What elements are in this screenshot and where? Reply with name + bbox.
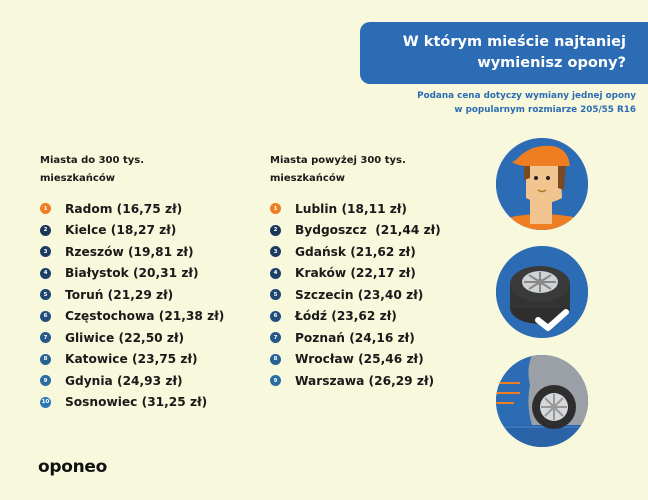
list-item: 9 Warszawa (26,29 zł) xyxy=(270,370,441,392)
city-price-label: Warszawa (26,29 zł) xyxy=(295,373,435,388)
city-price-label: Gdynia (24,93 zł) xyxy=(65,373,183,388)
list-item: 10 Sosnowiec (31,25 zł) xyxy=(40,392,224,414)
city-price-label: Radom (16,75 zł) xyxy=(65,201,183,216)
oponeo-logo: oponeo xyxy=(38,457,108,477)
rank-badge: 7 xyxy=(270,332,281,344)
city-price-label: Bydgoszcz (21,44 zł) xyxy=(295,223,441,238)
small-cities-list: 1 Radom (16,75 zł) 2 Kielce (18,27 zł) 3 Rzes… xyxy=(40,198,224,413)
list-item: 2 Kielce (18,27 zł) xyxy=(40,220,224,242)
title-line-1: W którym mieście najtaniej xyxy=(402,34,626,50)
rank-badge: 9 xyxy=(270,375,281,387)
list-item: 4 Białystok (20,31 zł) xyxy=(40,263,224,285)
city-price-label: Rzeszów (19,81 zł) xyxy=(65,244,194,259)
city-price-label: Kielce (18,27 zł) xyxy=(65,223,177,238)
rank-badge: 8 xyxy=(40,353,51,365)
city-price-label: Łódź (23,62 zł) xyxy=(295,309,397,324)
subtitle-line-1: Podana cena dotyczy wymiany jednej opony xyxy=(417,91,636,101)
small-cities-heading: Miasta do 300 tys. mieszkańców xyxy=(40,155,145,184)
rank-badge: 3 xyxy=(40,246,51,258)
city-price-label: Poznań (24,16 zł) xyxy=(295,330,415,345)
city-price-label: Lublin (18,11 zł) xyxy=(295,201,407,216)
city-price-label: Szczecin (23,40 zł) xyxy=(295,287,424,302)
list-item: 9 Gdynia (24,93 zł) xyxy=(40,370,224,392)
list-item: 3 Rzeszów (19,81 zł) xyxy=(40,241,224,263)
city-price-label: Gliwice (22,50 zł) xyxy=(65,330,185,345)
rank-badge: 7 xyxy=(40,332,51,344)
rank-badge: 1 xyxy=(40,203,51,215)
rank-badge: 8 xyxy=(270,353,281,365)
list-item: 6 Łódź (23,62 zł) xyxy=(270,306,441,328)
rank-badge: 9 xyxy=(40,375,51,387)
list-item: 7 Poznań (24,16 zł) xyxy=(270,327,441,349)
rank-badge: 5 xyxy=(40,289,51,301)
rank-badge: 6 xyxy=(40,310,51,322)
list-item: 1 Lublin (18,11 zł) xyxy=(270,198,441,220)
subtitle-line-2: w popularnym rozmiarze 205/55 R16 xyxy=(454,104,636,115)
subtitle: Podana cena dotyczy wymiany jednej opony… xyxy=(417,90,636,117)
list-item: 2 Bydgoszcz (21,44 zł) xyxy=(270,220,441,242)
tires-check-icon xyxy=(496,246,588,338)
list-item: 4 Kraków (22,17 zł) xyxy=(270,263,441,285)
car-wheel-speed-icon xyxy=(496,355,588,447)
rank-badge: 1 xyxy=(270,203,281,215)
city-price-label: Wrocław (25,46 zł) xyxy=(295,352,424,367)
title-line-2: wymienisz opony? xyxy=(477,55,626,71)
title-banner: W którym mieście najtaniej wymienisz opo… xyxy=(360,22,648,84)
city-price-label: Sosnowiec (31,25 zł) xyxy=(65,395,208,410)
list-item: 3 Gdańsk (21,62 zł) xyxy=(270,241,441,263)
city-price-label: Częstochowa (21,38 zł) xyxy=(65,309,225,324)
city-price-label: Białystok (20,31 zł) xyxy=(65,266,199,281)
rank-badge: 6 xyxy=(270,310,281,322)
rank-badge: 2 xyxy=(270,224,281,236)
city-price-label: Kraków (22,17 zł) xyxy=(295,266,416,281)
city-price-label: Katowice (23,75 zł) xyxy=(65,352,198,367)
city-price-label: Gdańsk (21,62 zł) xyxy=(295,244,416,259)
rank-badge: 2 xyxy=(40,224,51,236)
rank-badge: 10 xyxy=(40,396,51,408)
list-item: 8 Katowice (23,75 zł) xyxy=(40,349,224,371)
city-price-label: Toruń (21,29 zł) xyxy=(65,287,174,302)
mechanic-avatar-icon xyxy=(496,138,588,230)
rank-badge: 3 xyxy=(270,246,281,258)
rank-badge: 4 xyxy=(270,267,281,279)
list-item: 5 Szczecin (23,40 zł) xyxy=(270,284,441,306)
list-item: 8 Wrocław (25,46 zł) xyxy=(270,349,441,371)
rank-badge: 5 xyxy=(270,289,281,301)
large-cities-list: 1 Lublin (18,11 zł) 2 Bydgoszcz (21,44 zł) 3… xyxy=(270,198,441,392)
list-item: 1 Radom (16,75 zł) xyxy=(40,198,224,220)
list-item: 7 Gliwice (22,50 zł) xyxy=(40,327,224,349)
rank-badge: 4 xyxy=(40,267,51,279)
list-item: 5 Toruń (21,29 zł) xyxy=(40,284,224,306)
large-cities-heading: Miasta powyżej 300 tys. mieszkańców xyxy=(270,155,406,184)
list-item: 6 Częstochowa (21,38 zł) xyxy=(40,306,224,328)
